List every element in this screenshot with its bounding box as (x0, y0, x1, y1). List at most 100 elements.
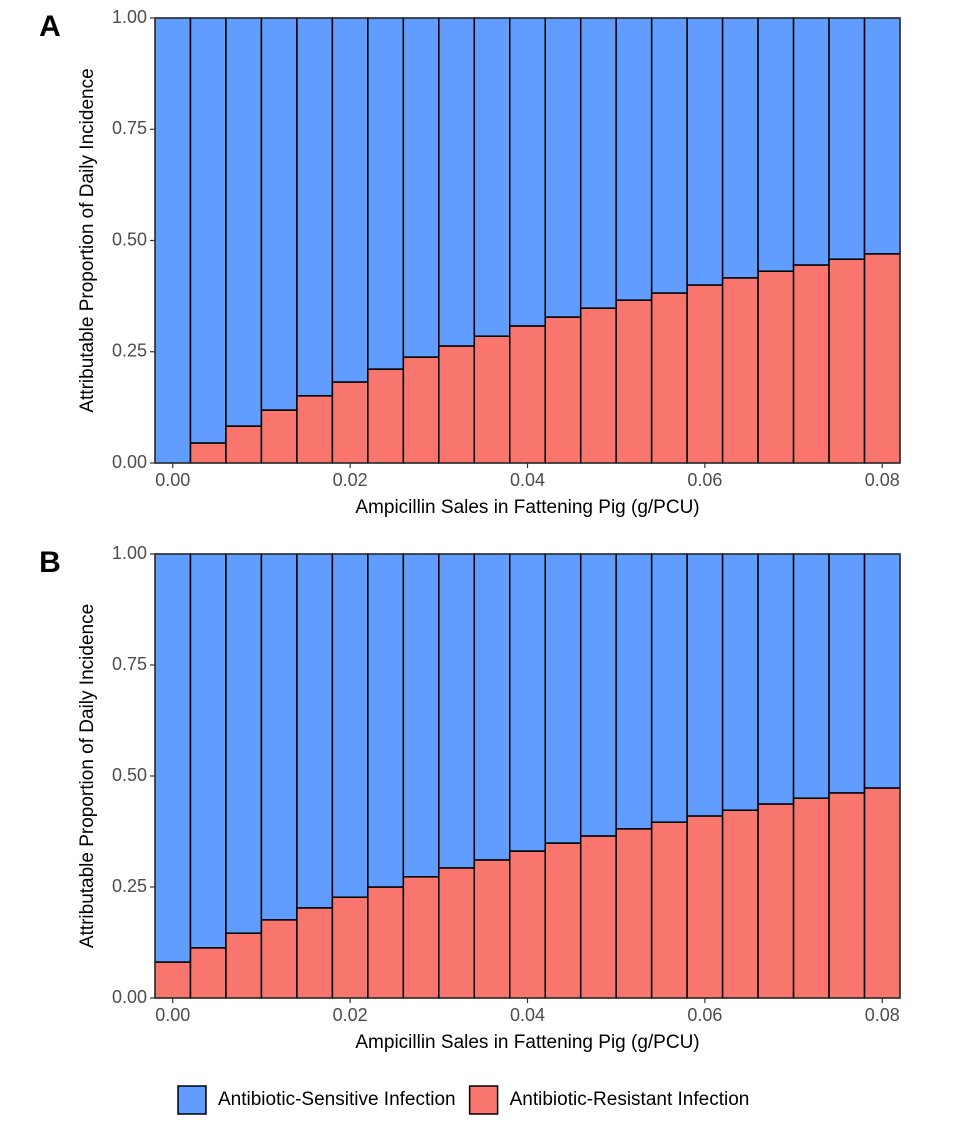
bar-segment (792, 797, 830, 999)
bar-segment (792, 553, 830, 799)
bar-segment (189, 442, 227, 464)
bar-segment (438, 345, 476, 464)
bar-segment (686, 284, 724, 464)
bar-segment (721, 17, 759, 279)
bar-segment (615, 17, 653, 301)
bar-segment (615, 828, 653, 999)
bar-segment (544, 842, 582, 999)
bar-segment (757, 803, 795, 999)
bar-segment (863, 17, 901, 255)
y-axis-title: Attributable Proportion of Daily Inciden… (77, 604, 98, 948)
y-tick-label: 0.00 (112, 987, 147, 1007)
bar-segment (189, 553, 227, 949)
bar-segment (402, 876, 440, 999)
bar-segment (721, 553, 759, 811)
bar-segment (260, 17, 298, 411)
x-tick-label: 0.00 (155, 1005, 190, 1025)
bar-segment (792, 264, 830, 464)
bar-segment (154, 553, 192, 963)
bar-segment (473, 553, 511, 861)
bar-segment (650, 17, 688, 294)
bar-segment (189, 947, 227, 999)
x-tick-label: 0.06 (687, 1005, 722, 1025)
bar-segment (260, 919, 298, 999)
bar-segment (650, 553, 688, 823)
bar-segment (154, 17, 192, 464)
bar-segment (828, 553, 866, 794)
x-tick-label: 0.02 (333, 1005, 368, 1025)
bar-segment (473, 335, 511, 464)
bar-segment (579, 835, 617, 999)
bar-segment (509, 17, 546, 327)
bar-segment (686, 17, 724, 286)
bar-segment (473, 859, 511, 999)
bar-segment (402, 356, 440, 464)
bar-segment (863, 553, 901, 789)
bar-segment (296, 907, 334, 999)
bar-segment (828, 258, 866, 464)
x-tick-label: 0.02 (333, 470, 368, 490)
bar-segment (260, 409, 298, 464)
bar-segment (757, 17, 795, 272)
y-tick-label: 0.50 (112, 229, 147, 249)
legend-swatch (468, 1085, 499, 1115)
bar-segment (721, 809, 759, 999)
y-tick-label: 0.25 (112, 341, 147, 361)
bar-segment (473, 17, 511, 337)
bar-segment (863, 787, 901, 999)
x-axis-title: Ampicillin Sales in Fattening Pig (g/PCU… (355, 1032, 699, 1053)
bar-segment (863, 253, 901, 464)
bar-segment (296, 17, 334, 397)
bar-segment (296, 395, 334, 464)
bar-segment (331, 896, 369, 999)
bar-segment (225, 553, 263, 934)
bar-segment (367, 368, 405, 464)
bar-segment (579, 553, 617, 837)
panel-label: A (39, 10, 61, 43)
legend-label: Antibiotic-Sensitive Infection (218, 1089, 456, 1110)
bar-segment (225, 932, 263, 999)
legend-swatch (177, 1085, 207, 1115)
bar-segment (296, 553, 334, 909)
x-tick-label: 0.06 (687, 470, 722, 490)
bar-segment (650, 821, 688, 999)
bar-segment (367, 553, 405, 888)
bar-segment (686, 815, 724, 999)
bar-segment (402, 17, 440, 358)
bar-segment (189, 17, 227, 444)
panel-label: B (39, 546, 61, 579)
bar-segment (260, 553, 298, 921)
bar-segment (544, 316, 582, 464)
bar-segment (438, 17, 476, 347)
bar-segment (154, 961, 192, 999)
y-tick-label: 0.25 (112, 876, 147, 896)
bar-segment (615, 553, 653, 830)
bar-segment (331, 381, 369, 464)
bar-segment (615, 299, 653, 464)
y-axis-title: Attributable Proportion of Daily Inciden… (77, 68, 98, 412)
x-axis-title: Ampicillin Sales in Fattening Pig (g/PCU… (355, 497, 699, 518)
bar-segment (686, 553, 724, 817)
bar-segment (225, 17, 263, 427)
bar-segment (367, 17, 405, 370)
bar-segment (721, 277, 759, 464)
bar-segment (757, 270, 795, 464)
legend-label: Antibiotic-Resistant Infection (510, 1089, 750, 1110)
bar-segment (331, 17, 369, 383)
bar-segment (331, 553, 369, 898)
y-tick-label: 0.75 (112, 118, 147, 138)
x-tick-label: 0.00 (155, 470, 190, 490)
y-tick-label: 0.75 (112, 654, 147, 674)
bar-segment (438, 553, 476, 869)
bar-segment (367, 886, 405, 999)
bar-segment (225, 425, 263, 464)
y-tick-label: 0.00 (112, 452, 147, 472)
bar-segment (828, 17, 866, 260)
bar-segment (402, 553, 440, 878)
bar-segment (757, 553, 795, 805)
y-tick-label: 0.50 (112, 765, 147, 785)
bar-segment (438, 867, 476, 999)
x-tick-label: 0.04 (510, 470, 545, 490)
bar-segment (544, 17, 582, 318)
